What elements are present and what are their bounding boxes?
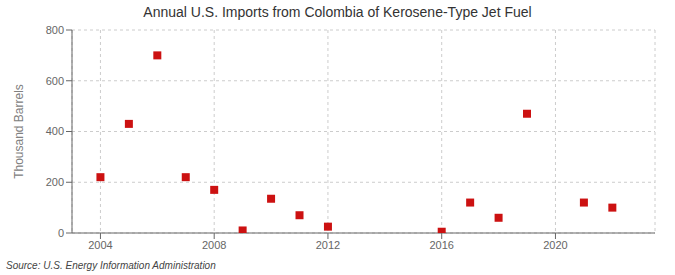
svg-text:2008: 2008 (202, 239, 226, 251)
svg-text:2020: 2020 (543, 239, 567, 251)
svg-text:400: 400 (46, 125, 64, 137)
html-text:Source: U.S. Energy Informatio: Source: U.S. Energy Information Administ… (6, 260, 216, 271)
html-text:Annual U.S. Imports from Colom: Annual U.S. Imports from Colombia of Ker… (143, 4, 532, 20)
svg-text:Thousand Barrels: Thousand Barrels (12, 84, 26, 179)
svg-text:0: 0 (58, 227, 64, 239)
svg-text:800: 800 (46, 24, 64, 36)
svg-text:200: 200 (46, 176, 64, 188)
svg-text:2016: 2016 (429, 239, 453, 251)
svg-text:600: 600 (46, 75, 64, 87)
svg-text:2004: 2004 (88, 239, 112, 251)
svg-text:2012: 2012 (316, 239, 340, 251)
